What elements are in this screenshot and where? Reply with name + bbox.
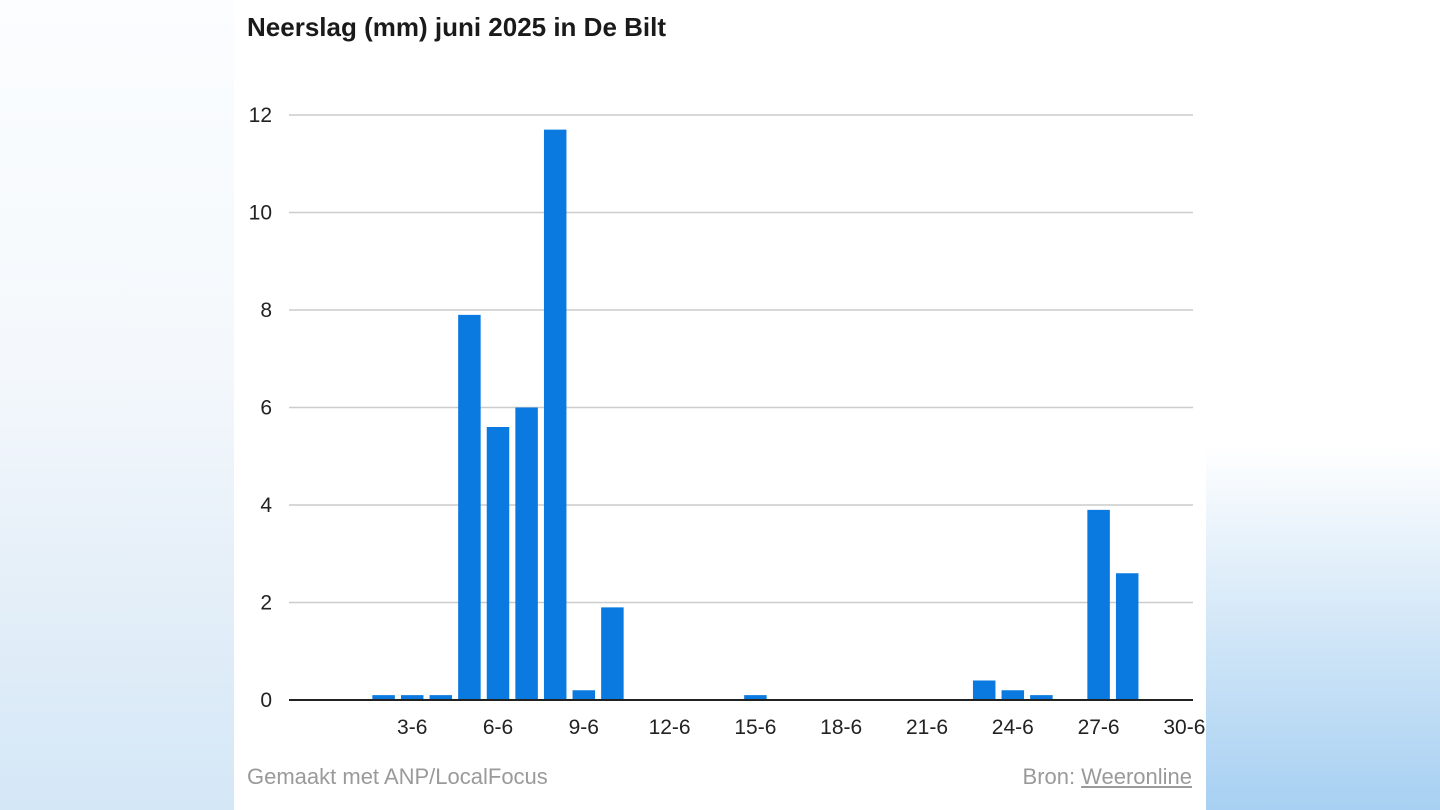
y-tick-label: 12 — [249, 104, 272, 127]
y-tick-label: 10 — [249, 202, 272, 225]
background-right-panel — [1206, 0, 1440, 810]
bar-3-6[interactable] — [400, 695, 424, 700]
background-left-panel — [0, 0, 234, 810]
x-tick-label: 21-6 — [906, 716, 948, 739]
made-with-credit: Gemaakt met ANP/LocalFocus — [247, 764, 548, 789]
bar-8-6[interactable] — [543, 129, 567, 700]
x-tick-label: 15-6 — [734, 716, 776, 739]
bar-9-6[interactable] — [572, 690, 596, 700]
y-tick-label: 8 — [260, 299, 272, 322]
bar-25-6[interactable] — [1030, 695, 1053, 700]
x-tick-label: 6-6 — [483, 716, 513, 739]
x-tick-label: 3-6 — [397, 716, 427, 739]
bar-4-6[interactable] — [429, 695, 453, 700]
x-tick-label: 30-6 — [1163, 716, 1205, 739]
x-tick-label: 9-6 — [569, 716, 599, 739]
bar-5-6[interactable] — [458, 314, 481, 700]
y-tick-label: 6 — [260, 397, 272, 420]
x-tick-label: 12-6 — [649, 716, 691, 739]
bar-24-6[interactable] — [1001, 690, 1025, 700]
gridlines — [289, 114, 1193, 604]
source-credit: Bron: Weeronline — [1023, 764, 1192, 790]
bar-23-6[interactable] — [972, 680, 996, 701]
bar-chart: 0 2 4 6 8 10 12 3-6 6-6 9-6 12-6 15-6 18-6 21-6 24-6 2… — [249, 104, 1206, 739]
bar-27-6[interactable] — [1087, 509, 1110, 700]
y-tick-label: 0 — [260, 689, 272, 712]
y-tick-label: 4 — [260, 494, 272, 517]
x-tick-label: 24-6 — [992, 716, 1034, 739]
chart-title: Neerslag (mm) juni 2025 in De Bilt — [247, 12, 667, 42]
x-tick-label: 27-6 — [1078, 716, 1120, 739]
bar-10-6[interactable] — [601, 607, 624, 700]
bar-15-6[interactable] — [744, 695, 767, 700]
y-tick-label: 2 — [260, 592, 272, 615]
bar-2-6[interactable] — [372, 695, 395, 700]
y-axis-ticks: 0 2 4 6 8 10 12 — [249, 104, 273, 712]
bars — [372, 129, 1139, 701]
source-label: Bron: — [1022, 764, 1076, 789]
bar-6-6[interactable] — [486, 427, 510, 700]
source-link[interactable]: Weeronline — [1081, 764, 1192, 789]
x-axis-ticks: 3-6 6-6 9-6 12-6 15-6 18-6 21-6 24-6 27-6 30-6 — [397, 716, 1205, 739]
chart-card: Neerslag (mm) juni 2025 in De Bilt 0 2 4 6 8… — [234, 0, 1206, 810]
x-tick-label: 18-6 — [820, 716, 862, 739]
bar-28-6[interactable] — [1115, 573, 1139, 700]
bar-7-6[interactable] — [515, 407, 538, 701]
